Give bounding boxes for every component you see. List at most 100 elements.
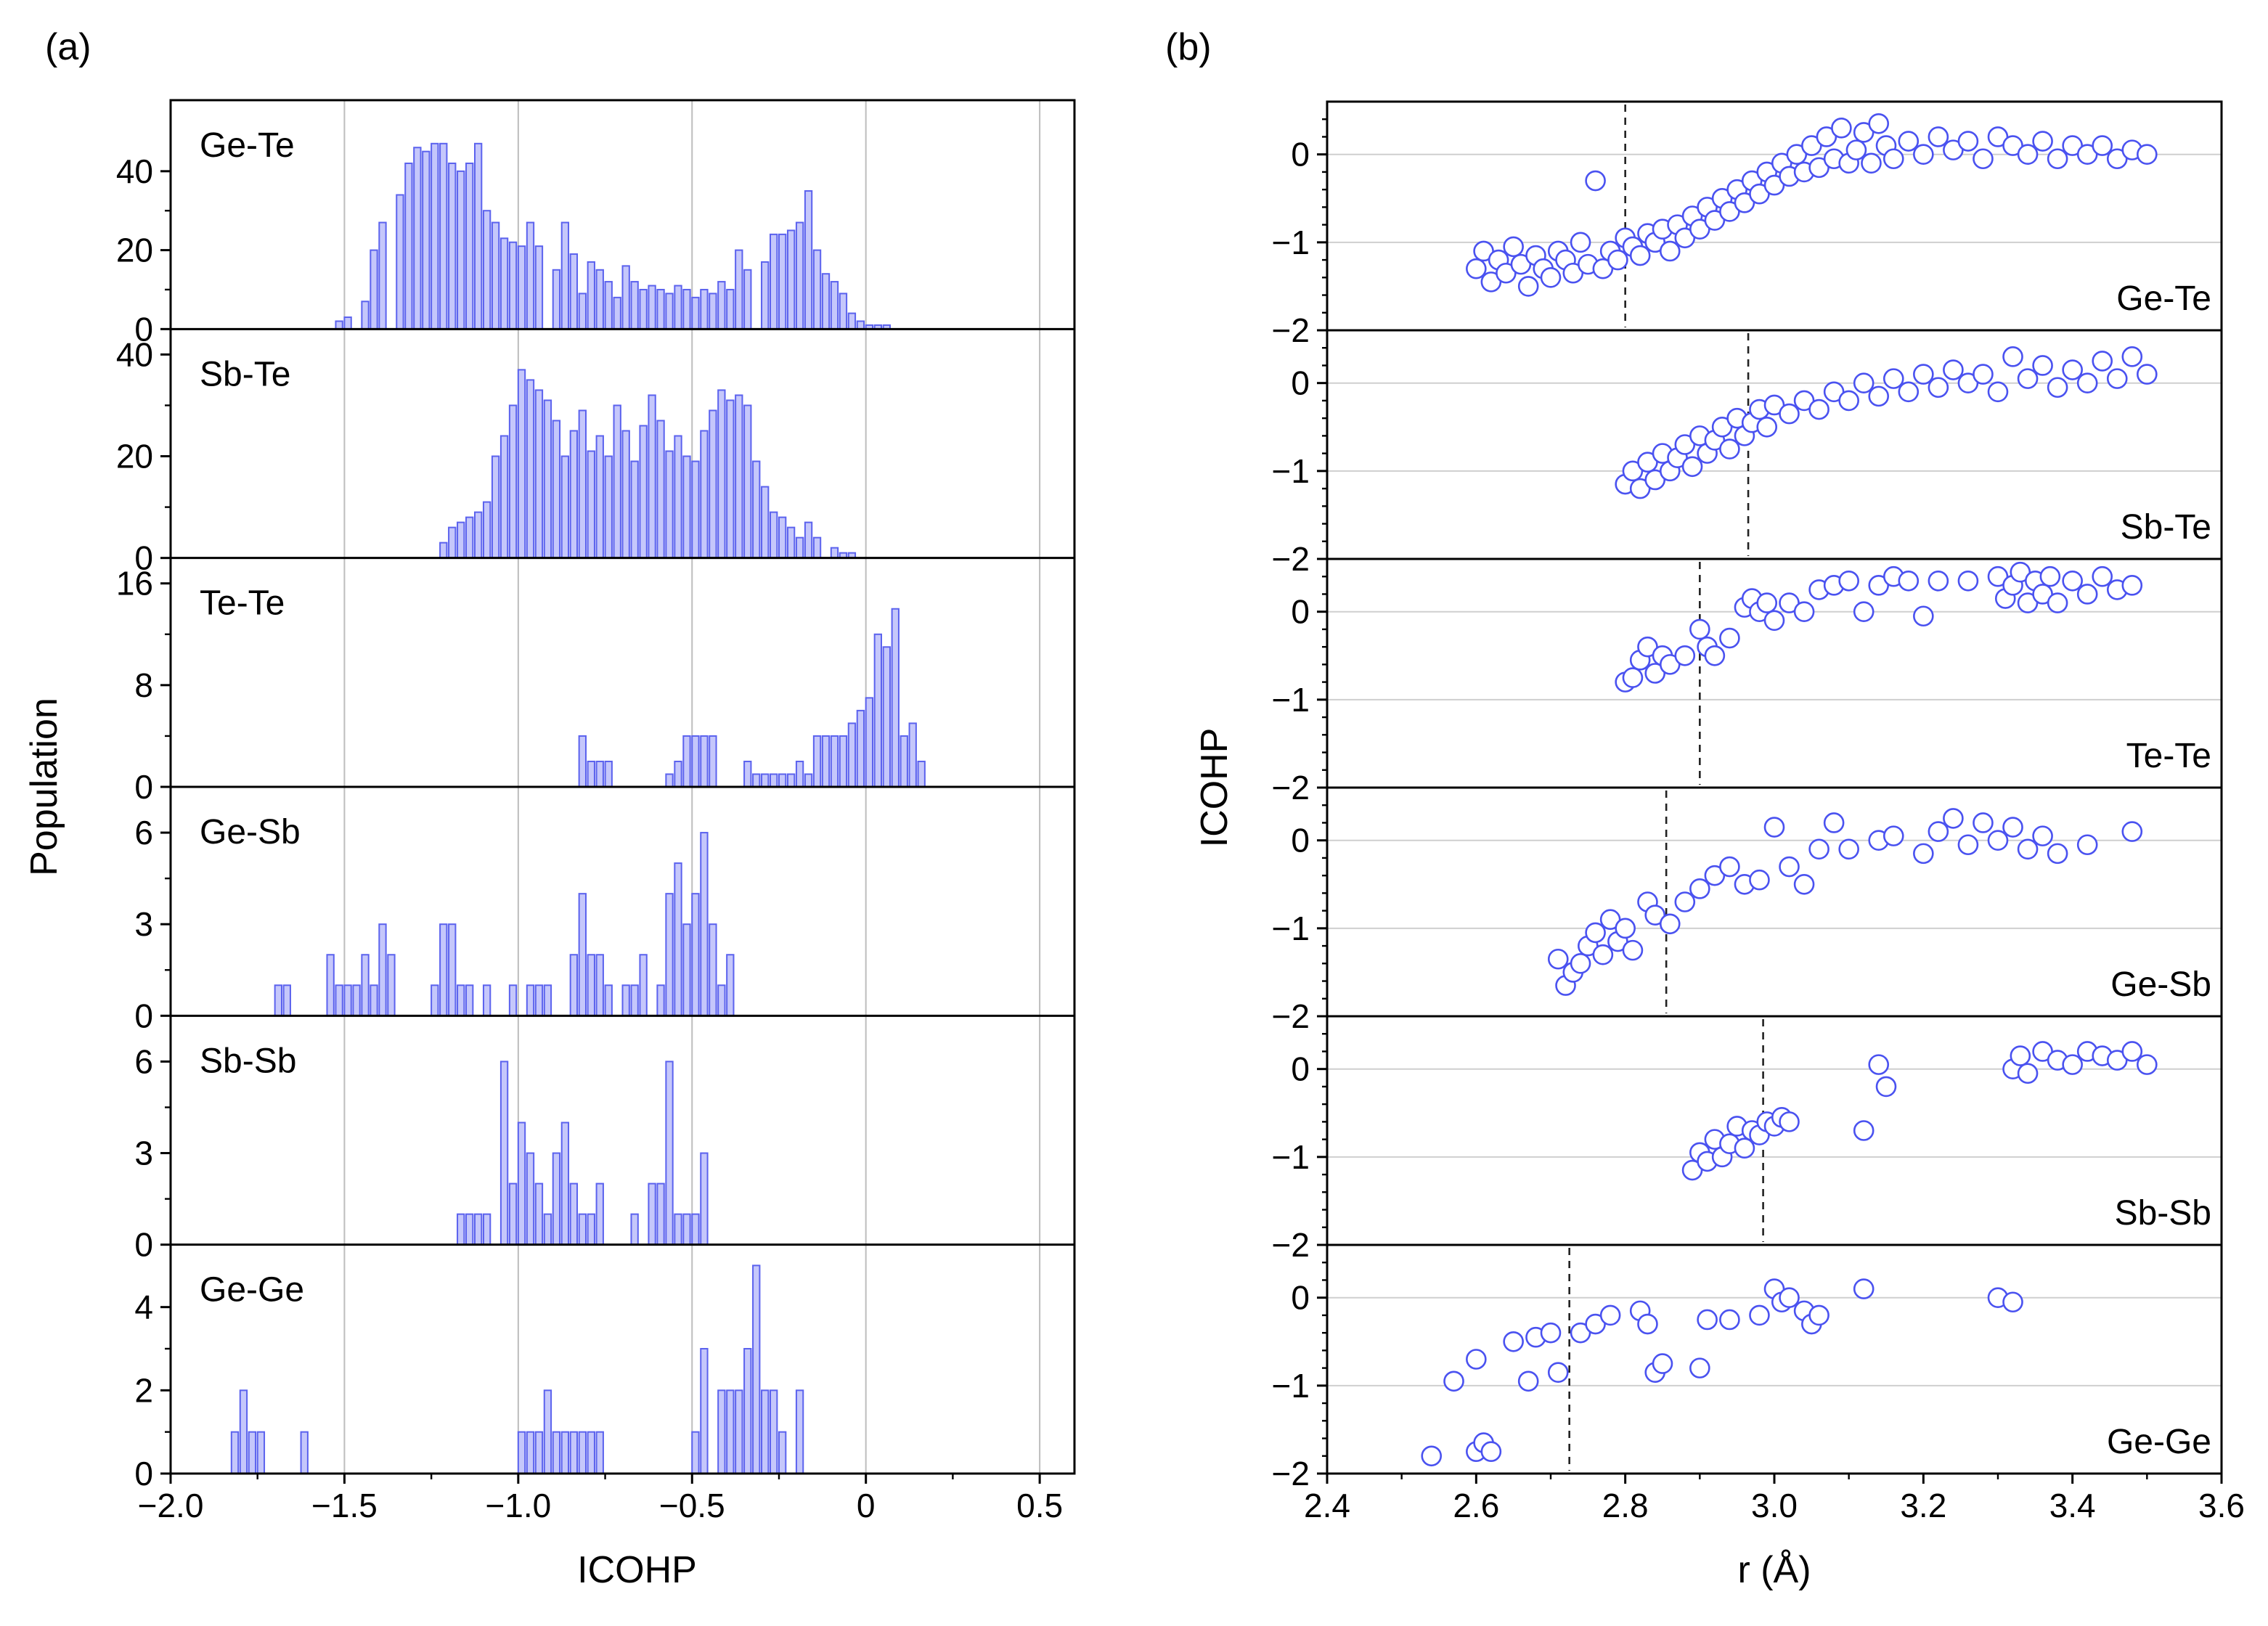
scatter-point xyxy=(2017,144,2039,165)
scatter-point xyxy=(1973,364,1994,385)
y-tick-label: −2 xyxy=(1272,540,1310,578)
y-tick-label: 4 xyxy=(134,1288,153,1326)
histogram-bar xyxy=(691,735,700,788)
histogram-bar xyxy=(508,241,518,330)
scatter-point xyxy=(1547,1362,1569,1383)
y-tick-label: 0 xyxy=(134,768,153,806)
y-tick-label: −2 xyxy=(1272,997,1310,1035)
scatter-point xyxy=(1697,1309,1718,1331)
series-label: Ge-Ge xyxy=(200,1271,304,1310)
scatter-point xyxy=(1585,170,1606,192)
histogram-bar xyxy=(534,245,544,330)
scatter-point xyxy=(1898,381,1920,403)
histogram-bar xyxy=(856,320,865,330)
histogram-bar xyxy=(431,142,439,330)
histogram-bar xyxy=(830,281,839,330)
histogram-bar xyxy=(534,1182,544,1246)
histogram-bar xyxy=(613,296,621,330)
scatter-point xyxy=(1831,118,1852,139)
histogram-bar xyxy=(621,430,630,559)
histogram-bar xyxy=(804,773,813,788)
histogram-bar xyxy=(439,542,448,559)
histogram-bar xyxy=(230,1431,240,1474)
scatter-point xyxy=(1853,1278,1875,1299)
histogram-bar xyxy=(726,399,735,559)
scatter-point xyxy=(1868,1054,1890,1075)
histogram-bar xyxy=(700,1348,709,1474)
histogram-bar xyxy=(665,773,674,788)
histogram-bar xyxy=(482,1213,491,1246)
histogram-bar xyxy=(717,1389,726,1475)
histogram-bar xyxy=(587,450,595,559)
scatter-point xyxy=(1659,240,1681,262)
histogram-bar xyxy=(534,389,544,559)
y-tick-label: −1 xyxy=(1272,910,1310,947)
x-tick-label: −1.5 xyxy=(311,1487,378,1524)
histogram-bar xyxy=(370,984,378,1017)
histogram-bar xyxy=(709,923,717,1017)
scatter-point xyxy=(1957,570,1979,592)
histogram-bar xyxy=(378,923,387,1017)
histogram-bar xyxy=(630,1213,639,1246)
x-tick-label: −1.0 xyxy=(485,1487,551,1524)
scatter-point xyxy=(1540,1322,1562,1344)
histogram-bar xyxy=(543,399,552,559)
histogram-bar xyxy=(352,984,361,1017)
histogram-bar xyxy=(569,1431,579,1474)
scatter-point xyxy=(1421,1445,1443,1467)
scatter-point xyxy=(2092,135,2113,156)
histogram-bar xyxy=(560,221,570,330)
histogram-bar xyxy=(587,261,595,330)
histogram-bar xyxy=(457,984,465,1017)
histogram-bar xyxy=(691,893,700,1017)
scatter-point xyxy=(2076,372,2098,393)
scatter-point xyxy=(1793,601,1815,622)
histogram-bar xyxy=(682,1213,691,1246)
scatter-point xyxy=(1808,399,1830,420)
histogram-bar xyxy=(812,735,822,788)
scatter-point xyxy=(2032,131,2053,152)
scatter-point xyxy=(1622,667,1644,688)
y-tick-label: −1 xyxy=(1272,452,1310,490)
histogram-bar xyxy=(587,1431,595,1474)
histogram-bar xyxy=(595,954,604,1017)
histogram-bar xyxy=(770,773,778,788)
series-label: Ge-Te xyxy=(2116,279,2211,318)
scatter-point xyxy=(1898,570,1920,592)
scatter-point xyxy=(1599,1304,1621,1326)
x-tick-label: 3.2 xyxy=(1900,1487,1946,1524)
y-tick-label: −2 xyxy=(1272,311,1310,349)
scatter-point xyxy=(1503,1331,1524,1352)
histogram-bar xyxy=(587,954,595,1017)
histogram-bar xyxy=(770,233,778,330)
histogram-bar xyxy=(830,547,839,559)
scatter-point xyxy=(2032,825,2053,846)
scatter-point xyxy=(2106,368,2128,389)
histogram-bar xyxy=(569,430,579,559)
histogram-bar xyxy=(465,516,474,559)
histogram-bar xyxy=(856,709,865,788)
histogram-bar xyxy=(361,954,370,1017)
histogram-bar xyxy=(665,293,674,330)
scatter-point xyxy=(1838,570,1859,592)
histogram-bar xyxy=(517,1431,526,1474)
histogram-bar xyxy=(821,273,831,330)
histogram-bar xyxy=(595,1431,604,1474)
scatter-point xyxy=(2017,368,2039,389)
y-tick-label: −2 xyxy=(1272,1226,1310,1264)
scatter-point xyxy=(2137,364,2158,385)
histogram-bar xyxy=(917,760,926,788)
scatter-point xyxy=(1674,891,1696,912)
histogram-bar xyxy=(795,1389,804,1475)
scatter-point xyxy=(1987,830,2009,851)
histogram-bar xyxy=(595,1182,604,1246)
histogram-bar xyxy=(560,455,570,559)
histogram-bar xyxy=(578,409,587,559)
histogram-bar xyxy=(595,760,604,788)
histogram-bar xyxy=(778,773,787,788)
histogram-bar xyxy=(431,984,439,1017)
y-tick-label: 0 xyxy=(1291,1279,1310,1317)
scatter-point xyxy=(1868,113,1890,134)
scatter-point xyxy=(1973,812,1994,833)
histogram-bar xyxy=(457,1213,465,1246)
